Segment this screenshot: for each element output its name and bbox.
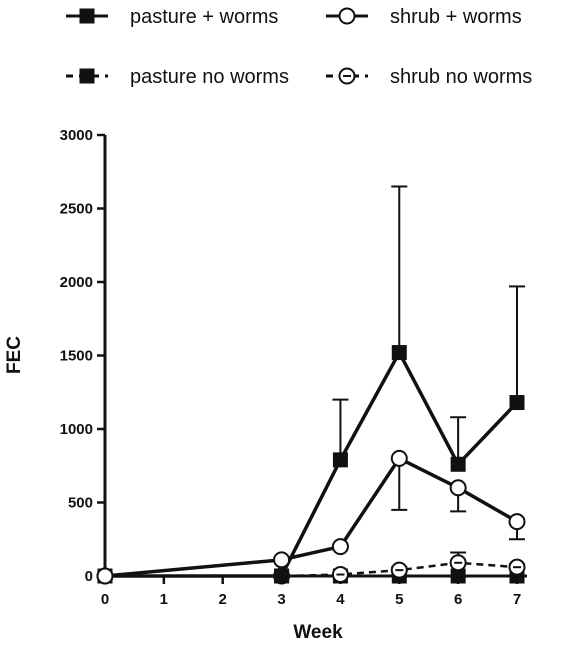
series-line: [105, 350, 519, 578]
legend-marker: [79, 8, 95, 24]
axes: 0 500 1000 1500 2000 2500 3000 0 1 2 3 4 5 6 7: [60, 127, 527, 608]
data-point: [96, 567, 114, 585]
legend-item: shrub + worms: [326, 6, 522, 28]
data-point: [508, 513, 526, 531]
y-axis-title: FEC: [4, 336, 25, 374]
legend-marker: [79, 68, 95, 84]
legend-label: pasture + worms: [130, 6, 278, 28]
legend-item: pasture + worms: [66, 6, 278, 28]
y-tick-label: 1500: [60, 348, 93, 365]
y-tick-label: 2500: [60, 201, 93, 218]
x-tick-label: 4: [336, 591, 345, 608]
x-tick-label: 7: [513, 591, 521, 608]
series-line: [104, 456, 518, 578]
x-axis-title: Week: [293, 622, 343, 643]
series-shrub-worms: [96, 449, 526, 585]
data-point: [509, 395, 525, 411]
legend-marker: [338, 7, 356, 25]
series-layer: [96, 185, 526, 585]
y-tick-label: 3000: [60, 127, 93, 144]
x-tick-label: 1: [160, 591, 168, 608]
legend: pasture + worms shrub + worms pasture no w…: [66, 6, 532, 88]
legend-label: shrub + worms: [390, 6, 522, 28]
x-tick-label: 3: [277, 591, 285, 608]
legend-item: shrub no worms: [326, 66, 532, 88]
y-tick-label: 0: [85, 568, 93, 585]
x-tick-label: 0: [101, 591, 109, 608]
x-tick-label: 2: [219, 591, 227, 608]
y-tick-label: 500: [68, 495, 93, 512]
data-point: [449, 479, 467, 497]
data-point: [273, 551, 291, 569]
data-point: [332, 452, 348, 468]
legend-label: shrub no worms: [390, 66, 532, 88]
data-point: [331, 538, 349, 556]
y-tick-label: 1000: [60, 421, 93, 438]
data-point: [390, 449, 408, 467]
data-point: [274, 568, 290, 584]
x-tick-label: 5: [395, 591, 403, 608]
y-tick-label: 2000: [60, 274, 93, 291]
x-tick-label: 6: [454, 591, 462, 608]
series-pasture-worms: [97, 185, 525, 584]
data-point: [391, 345, 407, 361]
legend-item: pasture no worms: [66, 66, 289, 88]
data-point: [450, 456, 466, 472]
legend-label: pasture no worms: [130, 66, 289, 88]
